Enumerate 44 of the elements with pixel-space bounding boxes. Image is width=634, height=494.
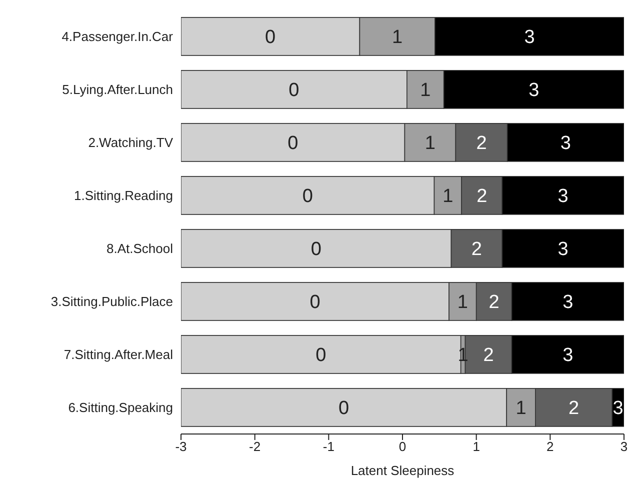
text: 3 — [562, 292, 574, 314]
x-tick-label: 1 — [472, 439, 480, 454]
text: 2 — [476, 186, 488, 208]
y-tick-label: 4.Passenger.In.Car — [62, 29, 174, 44]
text: 0 — [288, 80, 300, 102]
text: 2 — [471, 239, 482, 260]
text: 3 — [558, 239, 568, 260]
text: 0 — [338, 398, 350, 420]
text: 1 — [457, 292, 468, 314]
text: 1 — [420, 80, 431, 102]
text: 3 — [524, 27, 535, 48]
y-tick-label: 6.Sitting.Speaking — [68, 400, 173, 416]
text: 3 — [528, 80, 540, 102]
x-tick-label: 2 — [546, 439, 554, 454]
y-tick-label: 8.At.School — [106, 241, 174, 256]
text: 1 — [424, 133, 436, 154]
y-tick-label: 2.Watching.TV — [88, 135, 174, 150]
text: 1 — [392, 27, 403, 48]
text: 0 — [316, 345, 326, 366]
y-tick-label: 1.Sitting.Reading — [74, 188, 173, 204]
text: 2 — [483, 345, 494, 366]
x-tick-label: 3 — [620, 439, 628, 454]
x-tick-label: -3 — [175, 439, 187, 454]
series-label: 0 — [288, 133, 298, 154]
y-tick-label: 3.Sitting.Public.Place — [50, 294, 173, 310]
text: 2 — [568, 398, 580, 420]
text: 3 — [560, 133, 571, 154]
x-tick-label: -1 — [322, 439, 334, 454]
x-axis-title: Latent Sleepiness — [350, 463, 455, 478]
text: 0 — [310, 292, 320, 314]
text: 3 — [562, 345, 574, 366]
text: 1 — [442, 186, 454, 208]
y-tick-label: 7.Sitting.After.Meal — [64, 347, 174, 362]
series-label: 3 — [612, 398, 624, 420]
series-label: 2 — [476, 133, 487, 154]
text: 0 — [302, 186, 313, 208]
text: 2 — [488, 292, 500, 314]
text: 0 — [310, 239, 322, 260]
y-tick-label: 5.Lying.After.Lunch — [62, 82, 173, 98]
x-tick-label: 0 — [398, 439, 406, 454]
text: 0 — [265, 27, 276, 48]
text: 1 — [516, 398, 526, 420]
text: 3 — [558, 186, 568, 208]
x-tick-label: -2 — [249, 439, 261, 454]
